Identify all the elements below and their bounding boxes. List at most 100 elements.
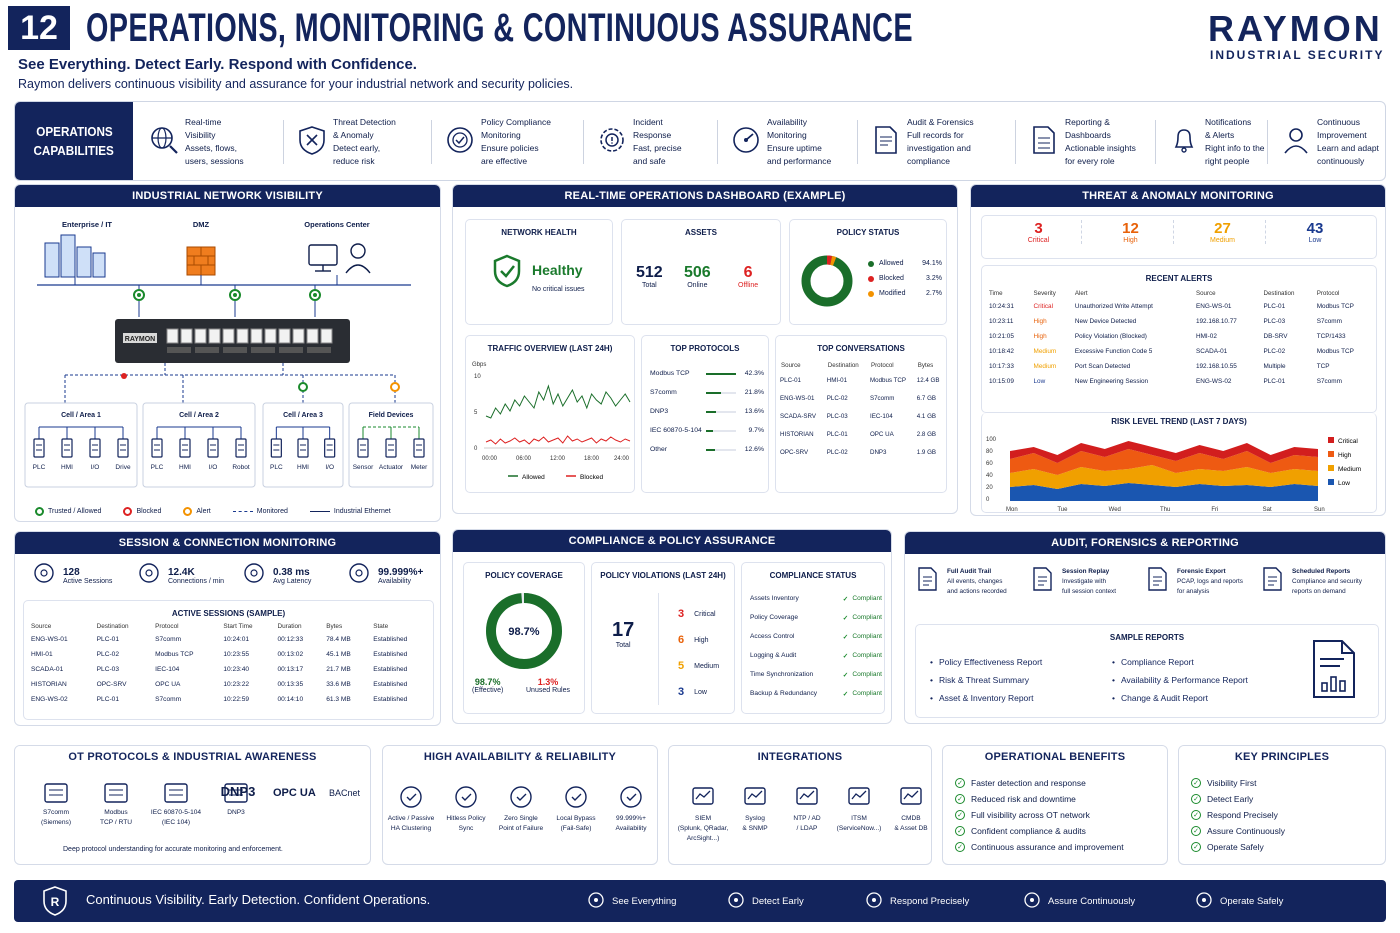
- ha-sublabel: Sync: [458, 825, 474, 832]
- audit-item-title: Full Audit Trail: [947, 567, 992, 575]
- violation-label: Low: [694, 688, 707, 696]
- check-icon: ✓: [842, 652, 849, 660]
- meter-device-icon: [413, 438, 425, 458]
- footer-item-label: Assure Continuously: [1048, 895, 1136, 907]
- policy-pct: 3.2%: [926, 275, 942, 282]
- network-health-title: NETWORK HEALTH: [501, 228, 577, 237]
- switch-port: [194, 328, 207, 344]
- trend-area: [1010, 483, 1318, 501]
- trend-xtick: Sun: [1314, 507, 1325, 513]
- integration-item[interactable]: Syslog & SNMP: [729, 780, 781, 834]
- table-row: HISTORIAN OPC-SRV OPC UA 10:23:22 00:13:35 33…: [28, 677, 432, 692]
- capability-text: Notifications & Alerts Right info to the ri…: [1205, 116, 1265, 168]
- session-header: Start Time: [223, 623, 253, 630]
- list-item: ✓ Confident compliance & audits: [955, 826, 1124, 836]
- conv-cell: 1.9 GB: [916, 448, 937, 456]
- trend-legend-label: Medium: [1338, 466, 1361, 473]
- table-row: SCADA-01 PLC-03 IEC-104 10:23:40 00:13:17 21.…: [28, 662, 432, 677]
- footer-item: See Everything: [586, 880, 676, 922]
- compliance-item: Logging & Audit: [750, 652, 797, 659]
- traffic-chart: Gbps 10 5 0 00:00 06:00 12:00 18:00 24:0…: [472, 362, 631, 481]
- report-link[interactable]: • Risk & Threat Summary: [930, 671, 1042, 689]
- capability-line: Real-time: [185, 117, 222, 127]
- capability-line: right people: [1205, 156, 1250, 166]
- trend-xtick: Tue: [1057, 507, 1068, 513]
- trend-xtick: Mon: [1006, 507, 1018, 513]
- compliance-item: Policy Coverage: [750, 614, 799, 621]
- integration-item[interactable]: SIEM (Splunk, QRadar, ArcSight...): [677, 780, 729, 844]
- threat-count-low: 43 Low: [1272, 220, 1358, 244]
- policy-row: Allowed 94.1%: [868, 260, 942, 267]
- ha-sublabel: Availability: [615, 825, 647, 832]
- capability-line: Full records for: [907, 130, 964, 140]
- report-link[interactable]: • Asset & Inventory Report: [930, 689, 1042, 707]
- report-icon: [1029, 125, 1059, 160]
- footer-icon: [586, 890, 606, 913]
- capability-line: Detect early,: [333, 143, 381, 153]
- monitored-legend: Monitored: [232, 508, 288, 515]
- capability-line: for every role: [1065, 156, 1115, 166]
- alert-cell: Policy Violation (Blocked): [1074, 333, 1147, 340]
- report-link[interactable]: • Compliance Report: [1112, 653, 1248, 671]
- trend-legend-label: Critical: [1338, 438, 1358, 445]
- protocol-bar-track: [706, 410, 736, 413]
- report-link[interactable]: • Availability & Performance Report: [1112, 671, 1248, 689]
- check-circle-icon: ✓: [955, 842, 965, 852]
- policy-coverage-card: POLICY COVERAGE 98.7% 98.7% (Effective) 1…: [463, 562, 585, 714]
- report-link[interactable]: • Change & Audit Report: [1112, 689, 1248, 707]
- integration-item[interactable]: NTP / AD / LDAP: [781, 780, 833, 834]
- integration-icon: [833, 780, 885, 814]
- integration-sub: ArcSight...): [686, 835, 720, 842]
- capability-6: Audit & Forensics Full records for investi…: [871, 102, 974, 182]
- violation-label: High: [694, 636, 709, 644]
- traffic-overview-card: TRAFFIC OVERVIEW (LAST 24H) Gbps 10 5 0 …: [465, 335, 635, 493]
- integration-sub: & SNMP: [742, 825, 768, 832]
- assets-offline: 6 Offline: [738, 264, 759, 289]
- trend-ytick: 100: [986, 437, 997, 443]
- report-name: Compliance Report: [1120, 657, 1194, 667]
- svg-text:10: 10: [474, 374, 481, 380]
- session-stat-value: 128: [63, 566, 80, 578]
- capability-line: Improvement: [1317, 130, 1367, 140]
- session-cell: OPC-SRV: [96, 681, 127, 688]
- divider: [583, 120, 584, 164]
- policy-pct: 94.1%: [922, 260, 942, 267]
- capability-line: Assets, flows,: [185, 143, 237, 153]
- switch-led: [251, 347, 275, 353]
- protocol-row: S7comm 21.8%: [650, 383, 764, 402]
- io-device-icon: [207, 438, 219, 458]
- alert-cell: 10:17:33: [989, 363, 1014, 370]
- conv-cell: PLC-01: [780, 376, 801, 384]
- alert-header: Source: [1195, 290, 1216, 297]
- conv-cell: HMI-01: [826, 376, 848, 384]
- report-link[interactable]: • Policy Effectiveness Report: [930, 653, 1042, 671]
- check-circle-icon: ✓: [955, 794, 965, 804]
- capability-line: & Anomaly: [333, 130, 374, 140]
- policy-label: Allowed: [879, 260, 904, 267]
- robot-device-icon: [235, 438, 247, 458]
- coverage-effective: 98.7% (Effective): [472, 677, 504, 694]
- footer-item: Operate Safely: [1194, 880, 1283, 922]
- globe-search-icon: [149, 125, 179, 160]
- threat-count-label: Low: [1308, 237, 1322, 244]
- description: Raymon delivers continuous visibility an…: [18, 77, 574, 91]
- session-stat-label: Availability: [378, 577, 411, 585]
- audit-list-icon: [915, 566, 939, 597]
- switch-led: [167, 347, 191, 353]
- integration-name: SIEM: [694, 815, 712, 822]
- trusted-marker-icon: [309, 289, 321, 301]
- alert-header: Time: [989, 290, 1003, 297]
- integration-sub: & Asset DB: [894, 825, 928, 832]
- policy-badge-icon: [445, 125, 475, 160]
- capability-line: Reporting &: [1065, 117, 1110, 127]
- session-cell: Established: [373, 681, 408, 688]
- integration-item[interactable]: CMDB & Asset DB: [885, 780, 931, 834]
- switch-port: [208, 328, 221, 344]
- capability-line: Learn and adapt: [1317, 143, 1379, 153]
- policy-label: Modified: [879, 290, 906, 297]
- check-circle-icon: ✓: [955, 826, 965, 836]
- threat-counts: 3 Critical 12 High 27 Medium 43 Low: [981, 215, 1377, 259]
- svg-text:RAYMON: RAYMON: [125, 336, 155, 343]
- policy-row: Blocked 3.2%: [868, 275, 942, 282]
- integration-item[interactable]: ITSM (ServiceNow...): [833, 780, 885, 834]
